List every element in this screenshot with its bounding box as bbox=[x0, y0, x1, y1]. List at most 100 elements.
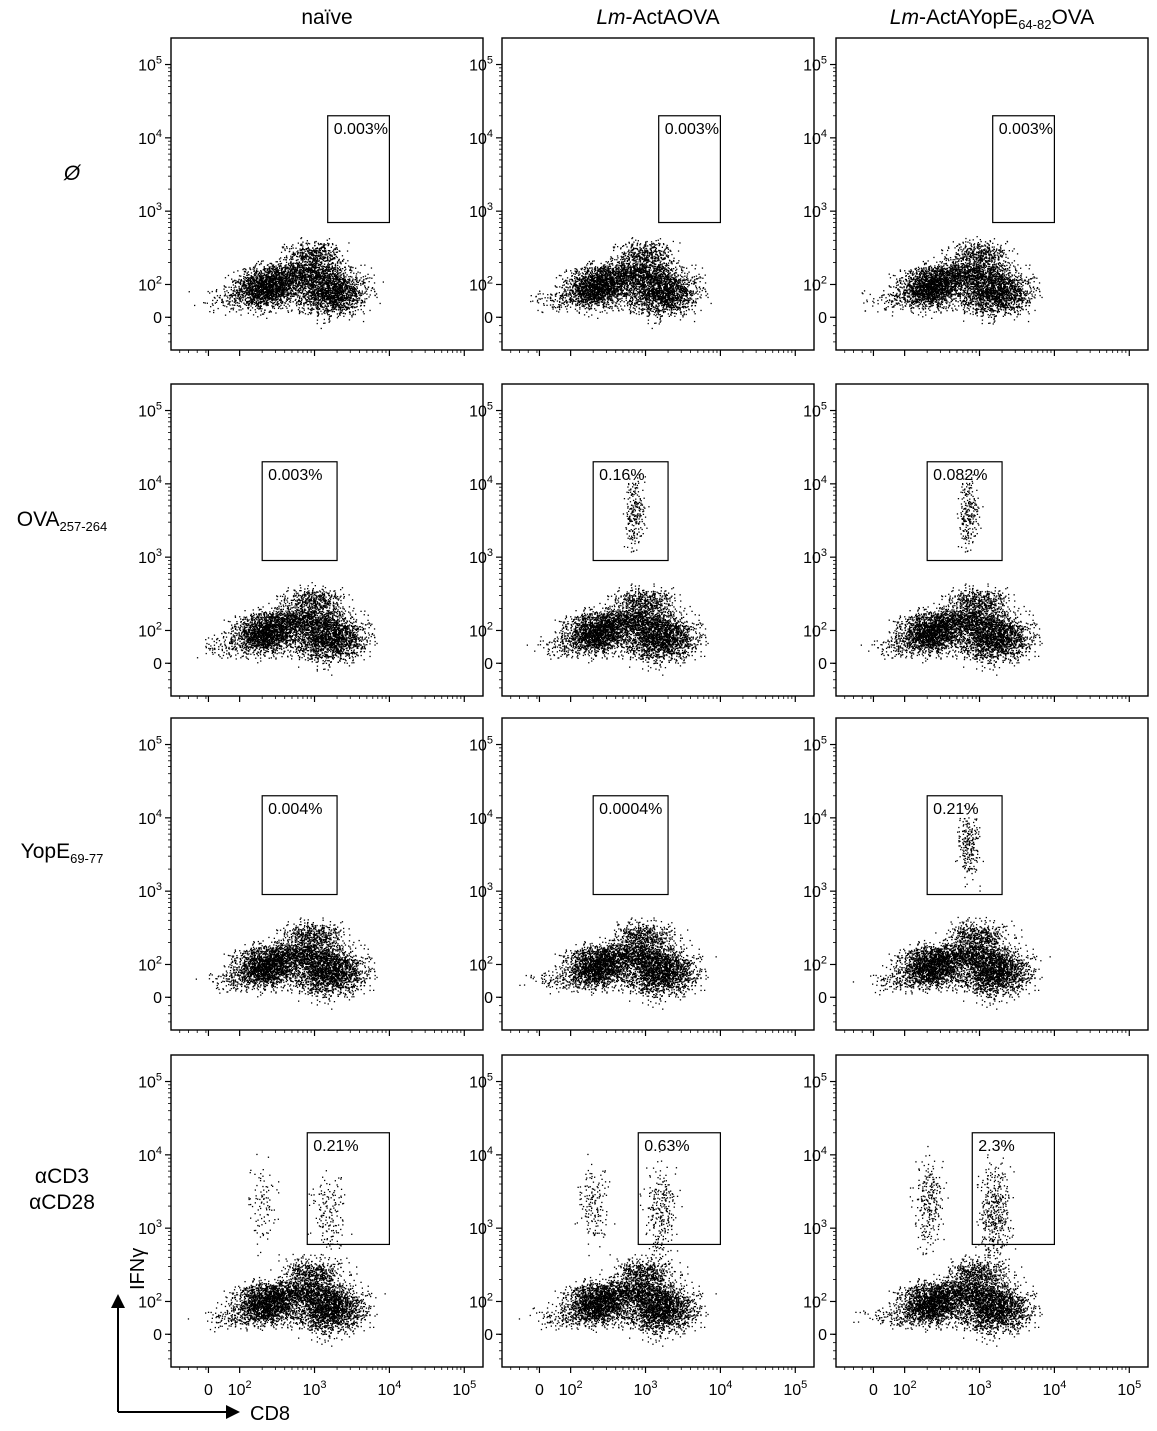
x-tick-label: 0 bbox=[204, 1382, 213, 1399]
y-tick-label: 0 bbox=[818, 656, 827, 673]
gate-percentage: 2.3% bbox=[978, 1138, 1014, 1155]
y-tick-label: 104 bbox=[138, 128, 162, 148]
y-tick-label: 103 bbox=[138, 547, 162, 567]
gate-percentage: 0.082% bbox=[933, 467, 987, 484]
y-tick-label: 104 bbox=[469, 808, 493, 828]
gate-percentage: 0.003% bbox=[334, 121, 388, 138]
y-tick-label: 102 bbox=[138, 620, 162, 640]
y-tick-label: 0 bbox=[153, 310, 162, 327]
x-tick-label: 105 bbox=[783, 1379, 807, 1399]
y-tick-label: 104 bbox=[803, 128, 827, 148]
event-dots bbox=[853, 805, 1051, 1010]
y-tick-label: 103 bbox=[469, 201, 493, 221]
y-tick-label: 0 bbox=[484, 656, 493, 673]
y-tick-label: 103 bbox=[803, 1218, 827, 1238]
y-tick-label: 103 bbox=[469, 547, 493, 567]
y-tick-label: 105 bbox=[803, 735, 827, 755]
y-tick-label: 105 bbox=[469, 401, 493, 421]
y-tick-label: 104 bbox=[138, 474, 162, 494]
row-label: OVA257-264 bbox=[17, 508, 108, 534]
x-tick-label: 103 bbox=[303, 1379, 327, 1399]
gate-percentage: 0.003% bbox=[268, 467, 322, 484]
y-tick-label: 102 bbox=[138, 1291, 162, 1311]
y-tick-label: 105 bbox=[138, 735, 162, 755]
y-tick-label: 102 bbox=[803, 620, 827, 640]
y-tick-label: 0 bbox=[153, 656, 162, 673]
x-tick-label: 103 bbox=[968, 1379, 992, 1399]
event-dots bbox=[862, 236, 1043, 325]
y-tick-label: 102 bbox=[803, 274, 827, 294]
y-tick-label: 105 bbox=[138, 401, 162, 421]
y-tick-label: 102 bbox=[803, 1291, 827, 1311]
y-tick-label: 104 bbox=[469, 128, 493, 148]
y-tick-label: 102 bbox=[803, 954, 827, 974]
column-header: naïve bbox=[301, 6, 352, 29]
event-dots bbox=[853, 1146, 1042, 1347]
event-dots bbox=[519, 917, 717, 1009]
column-header: Lm-ActAYopE64-82OVA bbox=[890, 6, 1094, 32]
y-tick-label: 104 bbox=[803, 808, 827, 828]
y-tick-label: 102 bbox=[138, 954, 162, 974]
event-dots bbox=[196, 917, 378, 1009]
y-tick-label: 102 bbox=[469, 954, 493, 974]
y-tick-label: 105 bbox=[469, 1072, 493, 1092]
gate-percentage: 0.003% bbox=[665, 121, 719, 138]
y-tick-label: 0 bbox=[484, 1327, 493, 1344]
y-tick-label: 103 bbox=[803, 547, 827, 567]
x-tick-label: 104 bbox=[377, 1379, 401, 1399]
row-label: Ø bbox=[63, 162, 82, 185]
gate-percentage: 0.003% bbox=[999, 121, 1053, 138]
y-tick-label: 103 bbox=[469, 881, 493, 901]
y-tick-label: 103 bbox=[803, 881, 827, 901]
arrow-head-up bbox=[111, 1294, 125, 1308]
y-tick-label: 103 bbox=[803, 201, 827, 221]
gate-percentage: 0.16% bbox=[599, 467, 644, 484]
x-tick-label: 102 bbox=[559, 1379, 583, 1399]
y-tick-label: 0 bbox=[484, 310, 493, 327]
y-tick-label: 105 bbox=[803, 401, 827, 421]
x-tick-label: 102 bbox=[228, 1379, 252, 1399]
row-label: YopE69-77 bbox=[21, 840, 104, 866]
y-tick-label: 0 bbox=[818, 990, 827, 1007]
y-tick-label: 105 bbox=[803, 1072, 827, 1092]
x-tick-label: 104 bbox=[1042, 1379, 1066, 1399]
event-dots bbox=[197, 582, 378, 676]
y-tick-label: 104 bbox=[138, 1145, 162, 1165]
arrow-head-right bbox=[226, 1405, 240, 1419]
y-tick-label: 102 bbox=[469, 620, 493, 640]
x-tick-label: 102 bbox=[893, 1379, 917, 1399]
y-tick-label: 103 bbox=[138, 1218, 162, 1238]
gate-percentage: 0.63% bbox=[644, 1138, 689, 1155]
y-tick-label: 105 bbox=[138, 1072, 162, 1092]
y-tick-label: 104 bbox=[138, 808, 162, 828]
y-tick-label: 104 bbox=[803, 1145, 827, 1165]
y-tick-label: 0 bbox=[153, 1327, 162, 1344]
y-axis-label: IFNγ bbox=[127, 1248, 149, 1290]
y-tick-label: 0 bbox=[153, 990, 162, 1007]
x-tick-label: 103 bbox=[634, 1379, 658, 1399]
y-tick-label: 0 bbox=[818, 1327, 827, 1344]
x-tick-label: 105 bbox=[452, 1379, 476, 1399]
event-dots bbox=[188, 1154, 386, 1347]
gate-percentage: 0.0004% bbox=[599, 801, 662, 818]
row-label: αCD3 αCD28 bbox=[29, 1165, 95, 1214]
y-tick-label: 105 bbox=[803, 55, 827, 75]
event-dots bbox=[530, 237, 712, 329]
x-tick-label: 0 bbox=[869, 1382, 878, 1399]
axis-arrows: IFNγ CD8 bbox=[111, 1248, 290, 1425]
x-tick-label: 105 bbox=[1117, 1379, 1141, 1399]
x-axis-label: CD8 bbox=[250, 1403, 290, 1425]
dot-plot-panel: 2.3% 0 102 103 104 105 0 102 103 104 105 bbox=[803, 1055, 1148, 1399]
y-tick-label: 0 bbox=[818, 310, 827, 327]
y-tick-label: 104 bbox=[469, 1145, 493, 1165]
y-tick-label: 105 bbox=[469, 55, 493, 75]
column-header: Lm-ActAOVA bbox=[596, 6, 719, 29]
